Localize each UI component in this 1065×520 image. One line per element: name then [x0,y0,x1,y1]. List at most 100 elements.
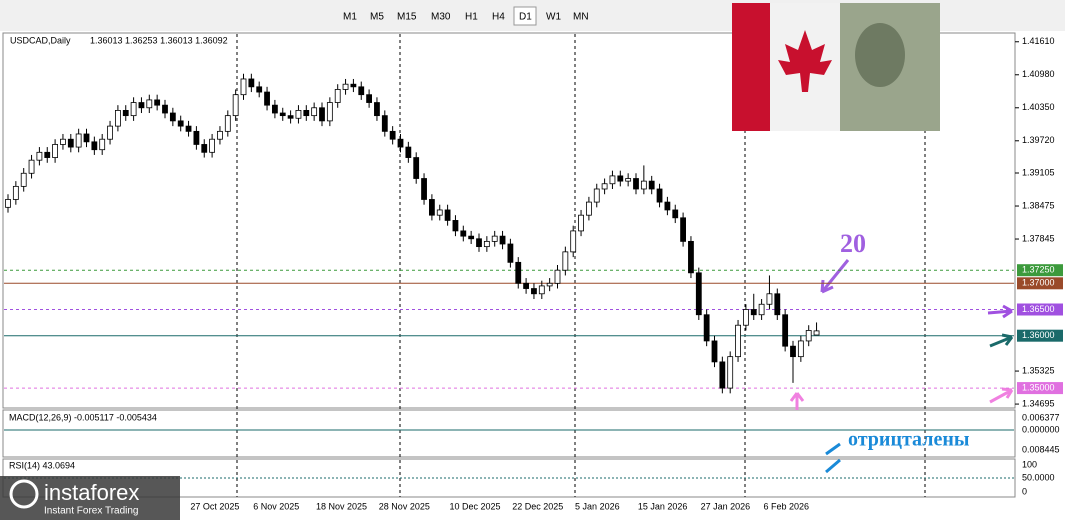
x-tick-label: 22 Dec 2025 [512,501,563,511]
candle-body [397,138,404,148]
x-tick-label: 10 Dec 2025 [449,501,500,511]
candle-body [224,115,231,132]
candle-body [648,180,655,190]
candle-body [162,104,168,114]
candle-body [28,159,35,174]
candle-body [389,130,396,140]
level-label: 1.35000 [1022,382,1055,392]
candle-body [60,138,66,145]
ohlc-header: 1.36013 1.36253 1.36013 1.36092 [90,35,228,45]
annotation: отрицталены [848,429,970,451]
candle-body [350,83,357,88]
x-tick-label: 27 Oct 2025 [190,501,239,511]
timeframe-button[interactable]: MN [573,12,589,23]
candle-body [468,235,475,240]
candle-body [421,178,427,200]
candle-body [287,115,294,119]
y-tick-label: 1.38475 [1022,200,1055,210]
flag-red [732,3,770,131]
candle-body [711,340,718,363]
maple-leaf [778,30,832,92]
logo-tagline: Instant Forex Trading [44,506,139,517]
candle-body [256,86,263,93]
timeframe-button[interactable]: M5 [370,12,384,23]
candle-body [12,185,19,200]
candle-body [248,78,255,88]
candle-body [531,288,537,295]
candle-body [790,345,796,358]
candle-body [130,102,137,117]
logo-name: instaforex [44,480,139,505]
level-label-bg [1017,303,1063,316]
candle-body [381,115,388,132]
candle-body [75,133,82,148]
candle-body [405,146,412,158]
candle-body [36,151,43,161]
x-tick-label: 6 Feb 2026 [763,501,809,511]
candle-body [413,157,420,179]
candle-body [115,110,121,127]
x-tick-label: 6 Nov 2025 [253,501,299,511]
timeframe-button[interactable]: W1 [546,12,561,23]
timeframe-button[interactable]: M1 [343,12,357,23]
candle-body [617,175,624,182]
candle-body [782,314,789,347]
candle-body [609,175,616,185]
level-label: 1.36500 [1022,304,1055,314]
candle-body [578,214,584,232]
candle-body [279,112,286,117]
level-label: 1.37250 [1022,265,1055,275]
candle-body [680,217,686,242]
candle-body [264,91,270,106]
candle-body [507,243,514,263]
candle-body [538,285,545,295]
candle-body [122,110,129,117]
timeframe-button[interactable]: M15 [397,12,417,23]
candle-body [813,330,820,336]
y-tick-label: 1.40980 [1022,69,1055,79]
candle-body [805,330,812,342]
candle-body [570,230,577,253]
portrait [855,23,905,87]
timeframe-button[interactable]: H1 [465,12,478,23]
candle-body [483,240,490,248]
arrow [989,387,1014,404]
x-tick-label: 15 Jan 2026 [638,501,688,511]
candle-body [452,220,459,232]
candle-body [499,235,506,245]
timeframe-button[interactable]: H4 [492,12,505,23]
y-tick-label: 1.40350 [1022,102,1055,112]
candle-body [342,83,349,90]
x-tick-label: 28 Nov 2025 [379,501,430,511]
candle-body [774,293,781,316]
logo-icon [9,479,39,509]
candle-body [217,130,223,140]
timeframe-button[interactable]: D1 [519,12,532,23]
candle-body [99,138,106,151]
candle-body [169,112,176,122]
candle-body [83,133,90,143]
candle-body [334,89,341,103]
macd-panel [2,409,1016,458]
candle-body [766,293,773,305]
candle-body [209,138,216,153]
candle-body [727,356,734,389]
candle-body [91,141,98,151]
timeframe-button[interactable]: M30 [431,12,451,23]
candle-body [107,125,113,140]
macd-tick-label: 0.000000 [1022,424,1060,434]
candle-body [358,86,365,96]
tf-active [513,6,537,26]
candle-body [240,78,247,96]
candle-body [586,201,592,216]
main-panel [2,32,1016,409]
candle-body [67,138,74,148]
candle-body [703,314,710,342]
candle-body [201,144,208,153]
rsi-tick-label: 100 [1022,459,1037,469]
candle-body [562,251,569,271]
macd-tick-label: 0.006377 [1022,412,1060,422]
y-tick-label: 1.35325 [1022,365,1055,375]
candle-body [20,172,27,187]
x-tick-label: 5 Jan 2026 [575,501,620,511]
